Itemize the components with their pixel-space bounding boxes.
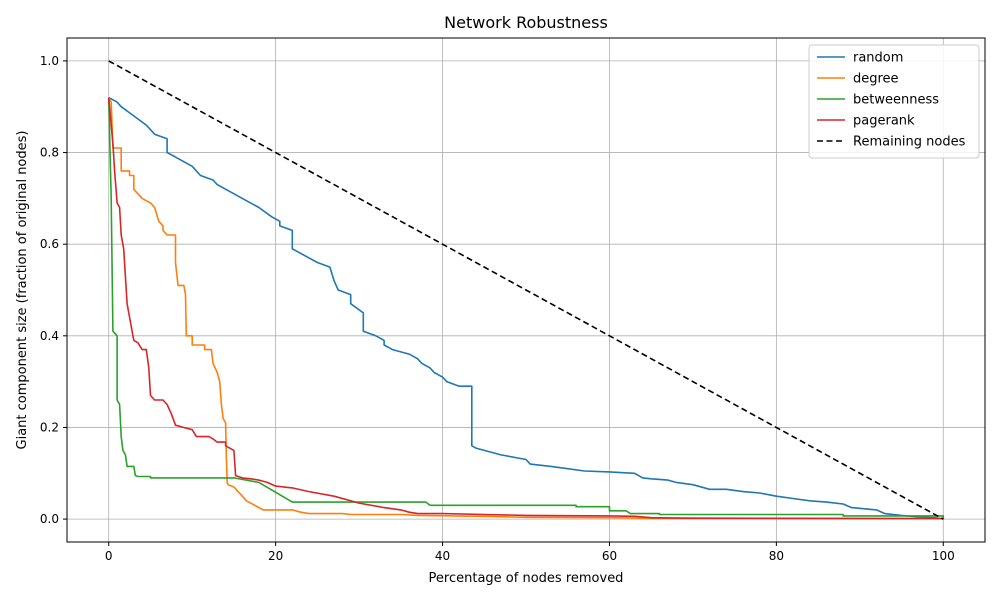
y-tick-label: 1.0 [40, 54, 59, 68]
x-tick-label: 0 [105, 549, 113, 563]
series-line-degree [108, 97, 944, 520]
legend-label: pagerank [853, 114, 915, 129]
x-axis-label: Percentage of nodes removed [429, 571, 624, 586]
legend-label: betweenness [853, 93, 939, 108]
legend-label: random [853, 51, 903, 66]
series-group [107, 60, 945, 520]
y-tick-label: 0.4 [40, 329, 59, 343]
x-tick-label: 100 [932, 549, 955, 563]
y-tick-label: 0.6 [40, 237, 59, 251]
x-tick-label: 60 [602, 549, 617, 563]
y-tick-label: 0.0 [40, 512, 59, 526]
series-line-remaining-nodes [108, 60, 944, 520]
series-line-pagerank [107, 97, 944, 520]
ticks: 0 20 40 60 80 100 0.0 0.2 0.4 0.6 0.8 1.0 [40, 54, 955, 563]
legend: random degree betweenness pagerank Remaining… [808, 44, 980, 159]
legend-label: degree [853, 72, 899, 87]
x-tick-label: 20 [268, 549, 283, 563]
legend-box [808, 44, 980, 159]
legend-label: Remaining nodes [853, 135, 966, 150]
series-line-betweenness [107, 97, 945, 520]
x-tick-label: 80 [769, 549, 784, 563]
y-tick-label: 0.8 [40, 146, 59, 160]
chart-title: Network Robustness [444, 13, 608, 32]
series-line-random [108, 96, 944, 520]
x-tick-label: 40 [435, 549, 450, 563]
y-axis-label: Giant component size (fraction of origin… [15, 131, 30, 450]
y-tick-label: 0.2 [40, 420, 59, 434]
plot-frame [66, 37, 986, 543]
